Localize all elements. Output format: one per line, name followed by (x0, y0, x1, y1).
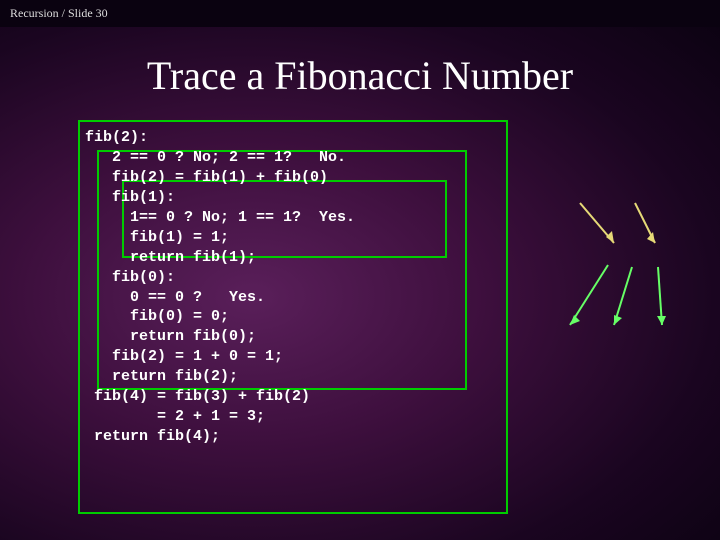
recursion-arrows (560, 195, 700, 355)
code-trace: fib(2): 2 == 0 ? No; 2 == 1? No. fib(2) … (85, 128, 355, 447)
title-text: Trace a Fibonacci Number (147, 53, 573, 98)
slide-title: Trace a Fibonacci Number (0, 52, 720, 99)
slide-header: Recursion / Slide 30 (0, 0, 720, 27)
header-text: Recursion / Slide 30 (10, 6, 108, 20)
